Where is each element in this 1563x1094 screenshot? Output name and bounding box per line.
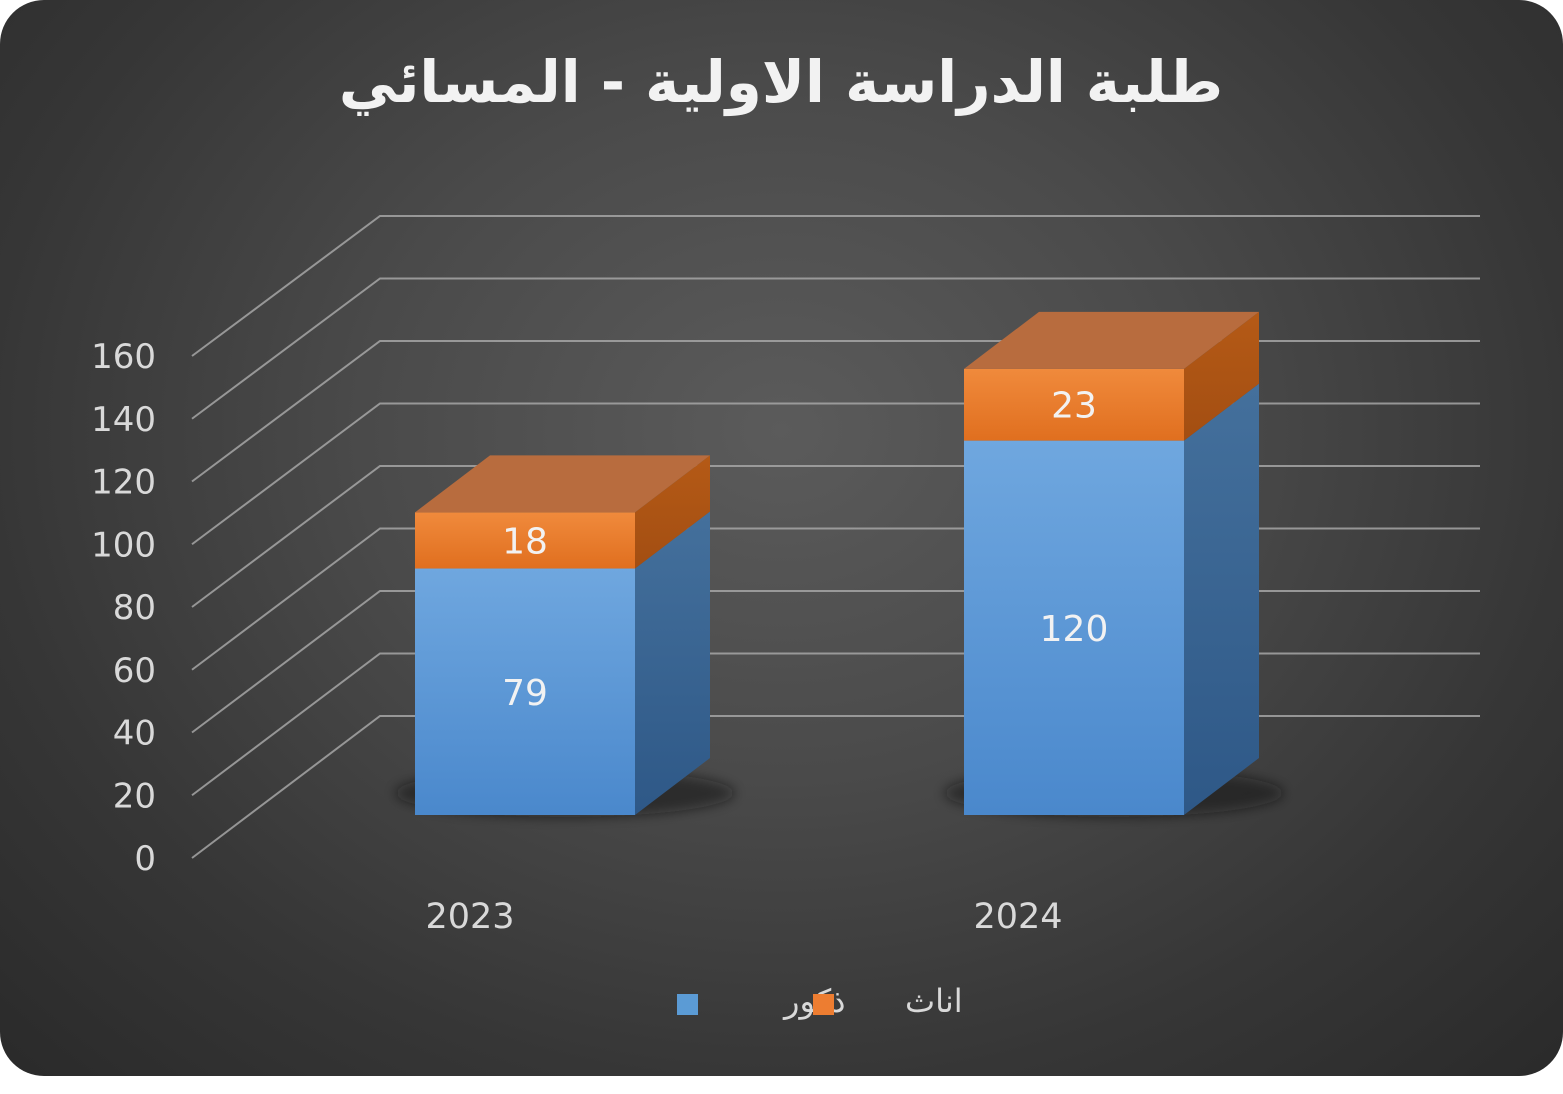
data-label: 18 — [502, 521, 548, 562]
gridline — [191, 715, 1480, 859]
gridline — [191, 277, 1480, 420]
y-tick-label: 20 — [113, 776, 156, 816]
gridline — [191, 527, 1480, 671]
bar-segment-front — [415, 568, 635, 815]
data-label: 23 — [1051, 386, 1097, 427]
bar-segment-front — [415, 512, 635, 569]
legend: ذكوراناث — [677, 982, 963, 1020]
y-tick-label: 120 — [91, 463, 156, 503]
chart-title: طلبة الدراسة الاولية - المسائي — [339, 48, 1223, 117]
data-label: 79 — [502, 673, 548, 714]
y-tick-label: 60 — [113, 651, 156, 691]
bar-top-face — [964, 311, 1259, 369]
y-tick-label: 140 — [91, 400, 156, 440]
bar-segment-side — [635, 455, 710, 569]
y-axis: 0 20 40 60 80 100 120 140 160 — [91, 337, 156, 879]
gridline — [191, 340, 1480, 483]
legend-swatch — [677, 994, 698, 1015]
gridline — [191, 652, 1480, 797]
legend-label: اناث — [905, 982, 963, 1020]
gridline — [191, 590, 1480, 734]
bar-top-face — [415, 455, 710, 513]
legend-swatch — [813, 994, 834, 1015]
bar-segment-front — [964, 440, 1184, 815]
data-label: 120 — [1040, 609, 1109, 650]
y-tick-label: 80 — [113, 588, 156, 628]
x-tick-label: 2024 — [973, 897, 1062, 937]
bar-segment-side — [1184, 311, 1259, 441]
bars: 79 18 120 23 — [395, 311, 1284, 817]
gridline — [191, 465, 1480, 608]
y-tick-label: 0 — [134, 839, 156, 879]
x-tick-label: 2023 — [425, 897, 514, 937]
bar-segment-side — [635, 511, 710, 815]
x-axis: 2023 2024 — [425, 897, 1062, 937]
y-tick-label: 100 — [91, 525, 156, 565]
bar-segment-side — [1184, 383, 1259, 815]
gridline — [191, 215, 1480, 357]
y-tick-label: 160 — [91, 337, 156, 377]
gridlines — [191, 215, 1480, 859]
gridline — [191, 402, 1480, 546]
bar-segment-front — [964, 368, 1184, 441]
y-tick-label: 40 — [113, 714, 156, 754]
